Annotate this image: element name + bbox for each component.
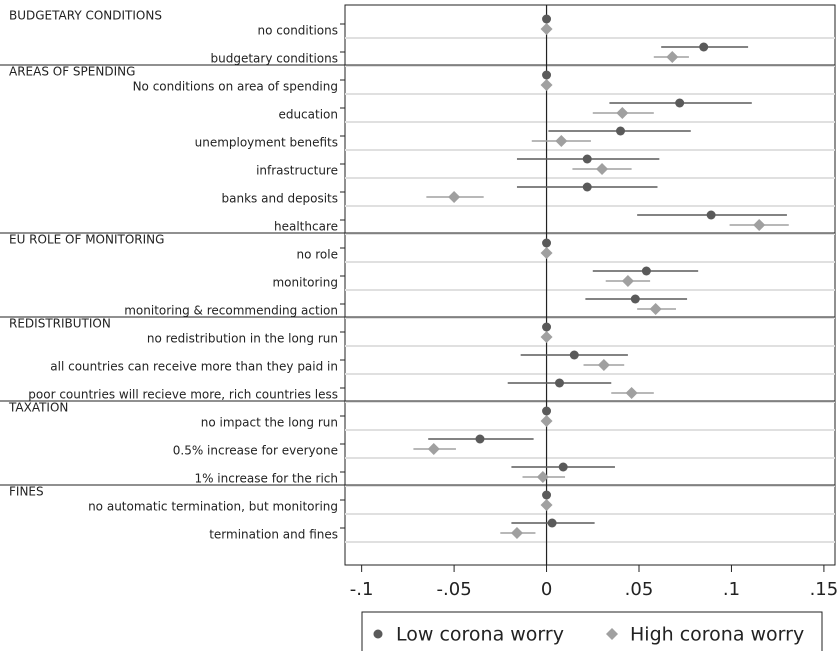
row-label: monitoring & recommending action xyxy=(124,304,338,318)
point xyxy=(540,23,553,35)
point xyxy=(510,527,523,539)
point xyxy=(542,238,552,248)
row-label: No conditions on area of spending xyxy=(133,80,338,94)
row-label: budgetary conditions xyxy=(211,52,338,66)
point xyxy=(582,154,592,164)
row-label: 0.5% increase for everyone xyxy=(173,444,338,458)
x-tick-label: 0 xyxy=(541,579,552,600)
x-tick-label: .1 xyxy=(723,579,740,600)
point xyxy=(475,434,485,444)
row-label: no impact the long run xyxy=(201,416,338,430)
point xyxy=(616,107,629,119)
point xyxy=(666,51,679,63)
x-tick-label: .15 xyxy=(810,579,839,600)
group-title: REDISTRIBUTION xyxy=(9,317,111,331)
point xyxy=(596,163,609,175)
point xyxy=(540,499,553,511)
row-label: unemployment benefits xyxy=(195,136,338,150)
point xyxy=(547,518,557,528)
point xyxy=(597,359,610,371)
point xyxy=(675,98,685,108)
point xyxy=(448,191,461,203)
legend-label: Low corona worry xyxy=(396,624,564,646)
point xyxy=(582,182,592,192)
row-label: poor countries will recieve more, rich c… xyxy=(28,388,338,402)
legend-marker xyxy=(373,629,383,639)
row-label: healthcare xyxy=(274,220,338,234)
point xyxy=(625,387,638,399)
point xyxy=(554,378,564,388)
x-tick-label: .05 xyxy=(625,579,654,600)
row-label: no conditions xyxy=(258,24,339,38)
point xyxy=(699,42,709,52)
row-label: banks and deposits xyxy=(222,192,338,206)
group-title: BUDGETARY CONDITIONS xyxy=(9,9,162,23)
row-label: 1% increase for the rich xyxy=(194,472,338,486)
point xyxy=(621,275,634,287)
point xyxy=(753,219,766,231)
x-tick-label: -.1 xyxy=(350,579,374,600)
row-label: education xyxy=(278,108,338,122)
point xyxy=(540,415,553,427)
row-label: infrastructure xyxy=(256,164,338,178)
row-label: termination and fines xyxy=(209,528,338,542)
row-label: no role xyxy=(297,248,339,262)
legend-label: High corona worry xyxy=(630,624,804,646)
row-label: all countries can receive more than they… xyxy=(50,360,338,374)
point xyxy=(542,406,552,416)
point xyxy=(630,294,640,304)
point xyxy=(542,70,552,80)
point xyxy=(706,210,716,220)
point xyxy=(427,443,440,455)
point xyxy=(616,126,626,136)
row-label: no automatic termination, but monitoring xyxy=(88,500,338,514)
row-label: monitoring xyxy=(272,276,338,290)
row-label: no redistribution in the long run xyxy=(147,332,338,346)
point xyxy=(536,471,549,483)
legend-box xyxy=(361,611,823,651)
point xyxy=(569,350,579,360)
point xyxy=(558,462,568,472)
point xyxy=(540,247,553,259)
point xyxy=(555,135,568,147)
point xyxy=(542,14,552,24)
group-title: EU ROLE OF MONITORING xyxy=(9,233,164,247)
x-tick-label: -.05 xyxy=(437,579,472,600)
legend-marker xyxy=(606,628,618,640)
point xyxy=(542,490,552,500)
group-title: FINES xyxy=(9,485,44,499)
point xyxy=(649,303,662,315)
plot-frame xyxy=(344,4,836,566)
point xyxy=(540,79,553,91)
point xyxy=(542,322,552,332)
point xyxy=(540,331,553,343)
group-title: AREAS OF SPENDING xyxy=(9,65,135,79)
point xyxy=(641,266,651,276)
group-title: TAXATION xyxy=(8,401,68,415)
